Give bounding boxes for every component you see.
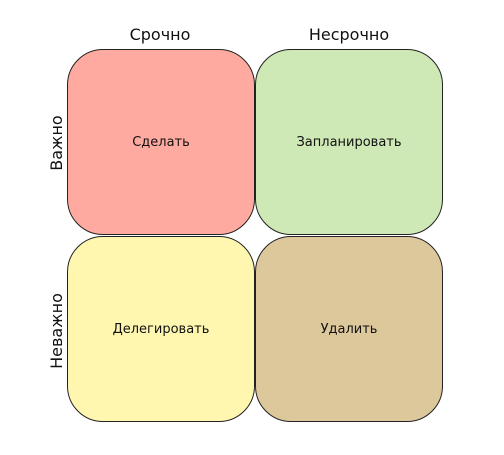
quadrant-schedule: Запланировать — [255, 49, 443, 235]
quadrant-delete: Удалить — [255, 236, 443, 422]
quadrant-delegate: Делегировать — [67, 236, 255, 422]
column-header-not-urgent: Несрочно — [308, 25, 390, 44]
quadrant-delete-label: Удалить — [320, 321, 378, 337]
row-header-not-important: Неважно — [47, 293, 66, 369]
quadrant-delegate-label: Делегировать — [112, 321, 210, 337]
quadrant-do: Сделать — [67, 49, 255, 235]
column-header-urgent: Срочно — [129, 25, 191, 44]
quadrant-schedule-label: Запланировать — [296, 134, 402, 150]
quadrant-do-label: Сделать — [132, 134, 190, 150]
row-header-important: Важно — [47, 115, 66, 171]
